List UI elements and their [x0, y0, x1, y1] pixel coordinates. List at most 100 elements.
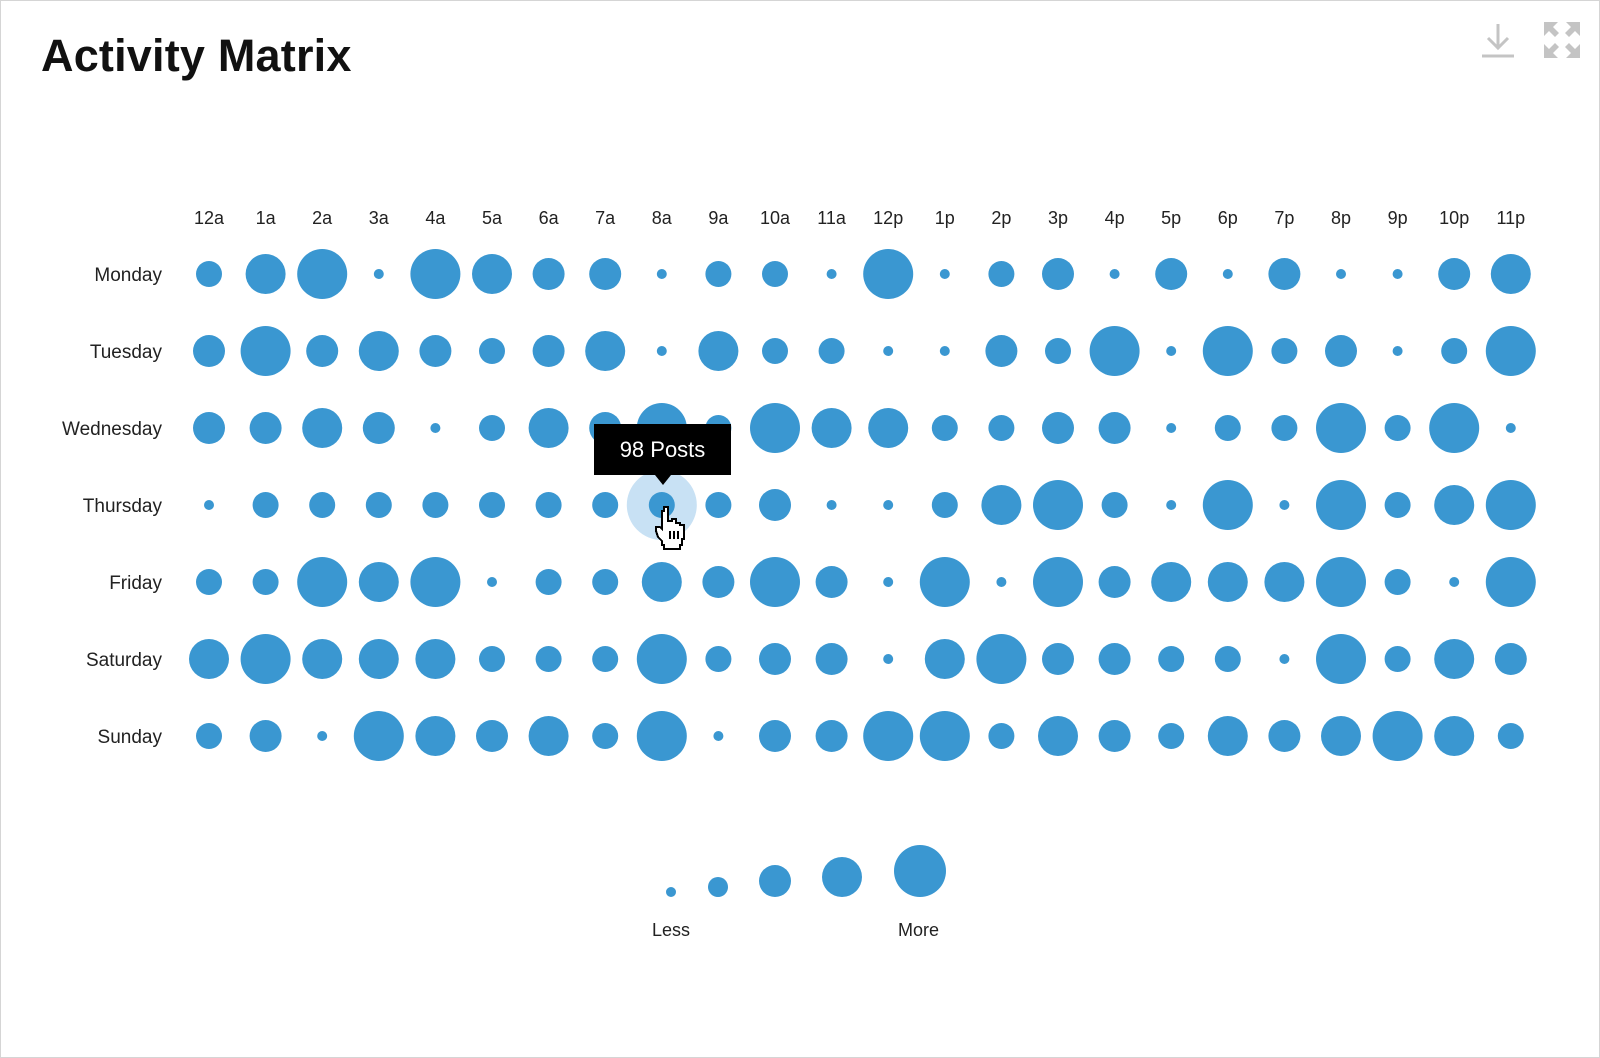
activity-dot[interactable] — [762, 261, 788, 287]
activity-dot[interactable] — [249, 412, 282, 444]
activity-dot[interactable] — [1384, 646, 1411, 672]
activity-dot[interactable] — [826, 500, 837, 510]
activity-dot[interactable] — [1505, 423, 1516, 433]
activity-dot[interactable] — [419, 335, 452, 367]
activity-dot[interactable] — [1038, 716, 1078, 756]
activity-dot[interactable] — [1485, 557, 1536, 607]
activity-dot[interactable] — [1207, 562, 1248, 602]
activity-dot[interactable] — [883, 577, 894, 587]
activity-dot[interactable] — [528, 716, 569, 756]
activity-dot[interactable] — [1392, 346, 1403, 356]
activity-dot[interactable] — [1279, 654, 1290, 664]
activity-dot[interactable] — [297, 557, 348, 607]
activity-dot[interactable] — [815, 720, 848, 752]
activity-dot[interactable] — [976, 634, 1027, 684]
activity-dot[interactable] — [1042, 643, 1074, 675]
activity-dot[interactable] — [245, 254, 286, 294]
activity-dot[interactable] — [1316, 557, 1366, 607]
expand-button[interactable] — [1542, 18, 1582, 62]
activity-dot[interactable] — [535, 646, 562, 672]
activity-dot[interactable] — [815, 566, 848, 598]
activity-dot[interactable] — [1384, 492, 1411, 518]
activity-dot[interactable] — [1158, 646, 1185, 672]
activity-dot[interactable] — [252, 492, 279, 518]
activity-dot[interactable] — [1434, 485, 1475, 525]
activity-dot[interactable] — [1042, 412, 1074, 444]
activity-dot[interactable] — [479, 492, 505, 518]
activity-dot[interactable] — [1271, 415, 1298, 441]
activity-dot[interactable] — [705, 646, 732, 672]
activity-dot[interactable] — [1098, 720, 1131, 752]
activity-dot[interactable] — [705, 492, 732, 518]
activity-dot[interactable] — [373, 269, 384, 279]
activity-dot[interactable] — [931, 415, 958, 441]
activity-dot[interactable] — [358, 639, 399, 679]
activity-dot[interactable] — [1101, 492, 1128, 518]
activity-dot[interactable] — [1429, 403, 1480, 453]
activity-dot[interactable] — [317, 731, 328, 741]
activity-dot[interactable] — [422, 492, 449, 518]
activity-dot[interactable] — [476, 720, 508, 752]
activity-dot[interactable] — [365, 492, 392, 518]
activity-dot[interactable] — [988, 723, 1015, 749]
activity-dot[interactable] — [868, 408, 909, 448]
activity-dot[interactable] — [1045, 338, 1071, 364]
activity-dot[interactable] — [358, 331, 399, 371]
activity-dot[interactable] — [479, 646, 505, 672]
activity-dot[interactable] — [981, 485, 1022, 525]
activity-dot[interactable] — [1214, 415, 1241, 441]
activity-dot[interactable] — [1166, 500, 1177, 510]
activity-dot[interactable] — [592, 723, 619, 749]
activity-dot[interactable] — [1264, 562, 1305, 602]
activity-dot[interactable] — [592, 492, 619, 518]
activity-dot[interactable] — [1392, 269, 1403, 279]
activity-dot[interactable] — [919, 711, 970, 761]
activity-dot[interactable] — [1321, 716, 1361, 756]
activity-dot[interactable] — [883, 654, 894, 664]
activity-dot[interactable] — [1441, 338, 1468, 364]
activity-dot[interactable] — [1098, 643, 1131, 675]
activity-dot[interactable] — [1151, 562, 1192, 602]
activity-dot[interactable] — [1042, 258, 1074, 290]
activity-dot[interactable] — [1098, 566, 1131, 598]
activity-dot[interactable] — [1268, 720, 1301, 752]
activity-dot[interactable] — [1316, 403, 1366, 453]
activity-dot[interactable] — [532, 335, 565, 367]
activity-dot[interactable] — [1158, 723, 1185, 749]
activity-dot[interactable] — [196, 723, 222, 749]
activity-dot[interactable] — [988, 415, 1015, 441]
activity-dot[interactable] — [759, 720, 791, 752]
activity-dot[interactable] — [1325, 335, 1357, 367]
activity-dot[interactable] — [931, 492, 958, 518]
activity-dot[interactable] — [924, 639, 965, 679]
activity-dot[interactable] — [1384, 415, 1411, 441]
activity-dot[interactable] — [252, 569, 279, 595]
activity-dot[interactable] — [750, 557, 800, 607]
activity-dot[interactable] — [204, 500, 214, 510]
activity-dot[interactable] — [939, 269, 950, 279]
activity-dot[interactable] — [479, 338, 505, 364]
activity-dot[interactable] — [636, 711, 687, 761]
activity-dot[interactable] — [759, 643, 791, 675]
activity-dot[interactable] — [1214, 646, 1241, 672]
activity-dot[interactable] — [196, 261, 222, 287]
activity-dot[interactable] — [592, 569, 619, 595]
activity-dot[interactable] — [1497, 723, 1524, 749]
activity-dot[interactable] — [472, 254, 512, 294]
activity-dot[interactable] — [1279, 500, 1290, 510]
activity-dot[interactable] — [193, 412, 225, 444]
activity-dot[interactable] — [410, 249, 461, 299]
activity-dot[interactable] — [1033, 557, 1083, 607]
activity-dot[interactable] — [656, 269, 667, 279]
activity-dot[interactable] — [1222, 269, 1233, 279]
activity-dot[interactable] — [1449, 577, 1460, 587]
activity-dot[interactable] — [1033, 480, 1083, 530]
download-button[interactable] — [1478, 18, 1518, 62]
activity-dot[interactable] — [249, 720, 282, 752]
activity-dot[interactable] — [358, 562, 399, 602]
activity-dot[interactable] — [1336, 269, 1346, 279]
activity-dot[interactable] — [415, 716, 456, 756]
activity-dot[interactable] — [702, 566, 735, 598]
activity-dot[interactable] — [641, 562, 682, 602]
activity-dot[interactable] — [815, 643, 848, 675]
